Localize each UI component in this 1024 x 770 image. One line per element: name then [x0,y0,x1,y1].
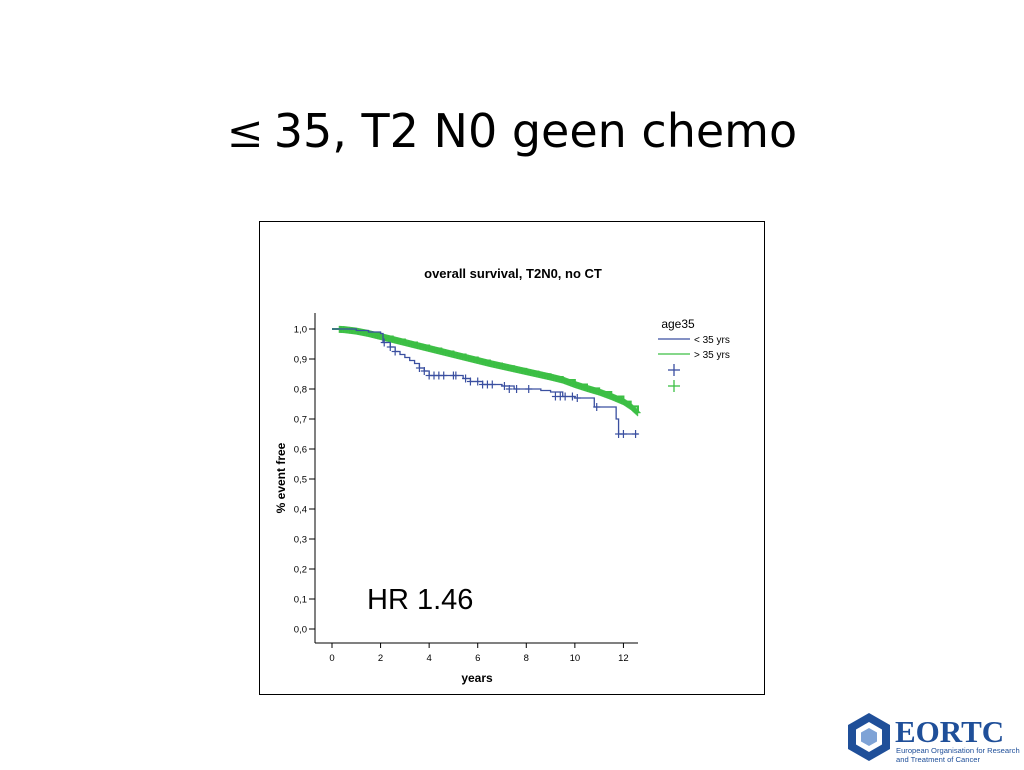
x-tick-label: 0 [329,653,334,664]
censor-mark-under35 [561,392,569,401]
censor-mark-under35 [380,338,388,347]
legend-title: age35 [661,317,695,331]
logo-subtitle-line2: and Treatment of Cancer [896,755,980,764]
slide-title: ≤35, T2 N0 geen chemo [0,104,1024,158]
logo-subtitle-line1: European Organisation for Research [896,746,1020,755]
slide-title-text: 35, T2 N0 geen chemo [273,104,798,158]
censor-mark-under35 [500,382,508,390]
y-tick-label: 0,2 [294,565,307,576]
x-tick-label: 12 [618,653,629,664]
censor-mark-under35 [386,343,394,351]
censor-mark-under35 [391,347,399,356]
y-tick-label: 0,3 [294,535,307,546]
logo-hexagon-icon [848,713,890,761]
legend-censor-over35 [668,380,680,392]
censor-mark-under35 [420,367,428,375]
y-tick-label: 0,0 [294,625,307,636]
series-layer [332,325,641,438]
series-under35 [332,328,640,438]
censor-mark-under35 [440,371,448,380]
y-tick-label: 0,5 [294,475,307,486]
censor-mark-over35 [633,408,640,416]
legend-entry-under35: < 35 yrs [694,335,730,346]
less-equal-symbol: ≤ [226,107,264,158]
y-tick-label: 0,6 [294,445,307,456]
censor-mark-over35 [634,409,641,417]
legend-censor-under35 [668,364,680,376]
censor-mark-under35 [474,377,482,386]
x-tick-label: 4 [426,653,431,664]
x-tick-label: 10 [570,653,581,664]
censor-mark-under35 [568,392,576,401]
censor-mark-under35 [513,385,521,393]
x-tick-label: 8 [524,653,529,664]
y-tick-label: 0,4 [294,505,307,516]
censor-mark-under35 [525,385,533,393]
logo-wordmark: EORTC [895,714,1004,749]
censor-mark-under35 [462,374,470,383]
censor-mark-under35 [488,380,496,389]
censor-mark-under35 [573,394,581,402]
censor-mark-under35 [452,371,460,380]
chart-title: overall survival, T2N0, no CT [424,266,602,281]
eortc-logo: EORTC European Organisation for Research… [845,712,1020,766]
legend-entry-over35: > 35 yrs [694,350,730,361]
y-tick-label: 0,7 [294,415,307,426]
series-line-under35 [332,328,638,435]
series-over35 [332,325,641,417]
legend: age35 < 35 yrs > 35 yrs [658,317,730,392]
y-axis-label: % event free [274,442,288,513]
censor-mark-under35 [632,430,640,438]
hr-annotation: HR 1.46 [367,584,473,616]
x-tick-label: 2 [378,653,383,664]
censor-mark-under35 [466,377,474,386]
censor-mark-under35 [593,403,601,411]
series-line-over35 [332,328,639,413]
y-tick-label: 0,1 [294,595,307,606]
censor-mark-under35 [619,430,627,438]
censor-mark-under35 [505,385,513,393]
x-axis-label: years [461,671,493,685]
y-tick-label: 0,9 [294,355,307,366]
x-tick-label: 6 [475,653,480,664]
y-tick-label: 1,0 [294,325,307,336]
censor-mark-under35 [415,364,423,372]
axes: 0,0 0,1 0,2 0,3 0,4 0,5 0,6 0,7 0,8 0,9 1,0 0 2 4 6 8 10… [294,313,638,664]
y-tick-label: 0,8 [294,385,307,396]
survival-chart: overall survival, T2N0, no CT % event fr… [274,266,730,685]
chart-frame: overall survival, T2N0, no CT % event fr… [259,221,765,695]
